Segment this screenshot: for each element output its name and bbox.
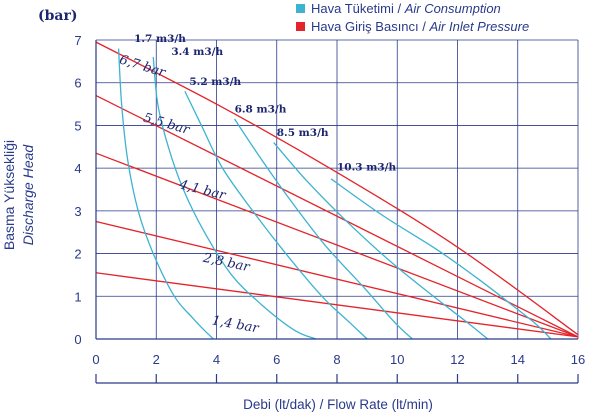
air-consumption-label-4: 8.5 m3/h — [277, 127, 329, 139]
y-tick-label: 1 — [74, 289, 81, 304]
air-inlet-pressure-label-0: 1,4 bar — [211, 313, 261, 336]
y-tick-label: 7 — [74, 33, 81, 48]
air-consumption-line-3 — [234, 118, 413, 340]
svg-text:Hava Giriş Basıncı / Air Inlet: Hava Giriş Basıncı / Air Inlet Pressure — [311, 19, 529, 34]
air-consumption-line-0 — [117, 48, 214, 340]
air-inlet-pressure-line-1 — [95, 220, 579, 338]
air-inlet-pressure-label-4: 6,7 bar — [118, 52, 168, 80]
air-inlet-pressure-line-4 — [95, 41, 579, 336]
y-tick-label: 5 — [74, 118, 81, 133]
legend-swatch-air-consumption — [296, 4, 305, 13]
air-inlet-pressure-line-0 — [95, 272, 579, 338]
legend-swatch-air-inlet-pressure — [296, 22, 305, 31]
air-inlet-pressure-line-3 — [95, 94, 579, 338]
y-unit: (bar) — [38, 8, 77, 24]
y-tick-label: 4 — [74, 161, 81, 176]
legend-air-consumption-en: Air Consumption — [404, 1, 501, 16]
svg-text:Hava Tüketimi / Air Consumptio: Hava Tüketimi / Air Consumption — [311, 1, 501, 16]
x-tick-label: 4 — [213, 352, 220, 367]
y-tick-label: 0 — [74, 332, 81, 347]
air-inlet-pressure-label-1: 2,8 bar — [201, 251, 252, 276]
air-consumption-lines — [117, 48, 552, 340]
air-consumption-line-2 — [184, 90, 368, 340]
air-consumption-label-1: 3.4 m3/h — [171, 46, 223, 58]
y-axis-label-line2: Discharge Head — [20, 144, 36, 246]
x-tick-label: 2 — [153, 352, 160, 367]
x-axis-label: Debi (lt/dak) / Flow Rate (lt/min) — [243, 397, 433, 412]
air-consumption-label-5: 10.3 m3/h — [337, 161, 396, 173]
x-tick-label: 8 — [333, 352, 340, 367]
air-inlet-pressure-lines — [95, 41, 579, 338]
legend: Hava Tüketimi / Air Consumption Hava Gir… — [296, 1, 529, 34]
legend-air-inlet-pressure-en: Air Inlet Pressure — [429, 19, 530, 34]
x-tick-label: 10 — [390, 352, 404, 367]
legend-air-inlet-pressure-tr: Hava Giriş Basıncı — [311, 19, 419, 34]
y-axis-label-line1: Basma Yüksekliği — [1, 140, 17, 250]
x-tick-label: 6 — [273, 352, 280, 367]
y-tick-label: 2 — [74, 247, 81, 262]
air-consumption-label-3: 6.8 m3/h — [235, 104, 287, 116]
legend-air-consumption-tr: Hava Tüketimi — [311, 1, 394, 16]
air-consumption-label-0: 1.7 m3/h — [134, 33, 186, 45]
x-tick-label: 12 — [450, 352, 464, 367]
y-tick-label: 6 — [74, 76, 81, 91]
series-labels: 1.7 m3/h3.4 m3/h 5.2 m3/h 6.8 m3/h 8.5 m3/h… — [118, 33, 397, 336]
air-consumption-line-1 — [152, 57, 317, 340]
air-consumption-line-4 — [273, 142, 489, 340]
air-consumption-line-5 — [330, 178, 552, 340]
y-tick-label: 3 — [74, 204, 81, 219]
air-consumption-label-2: 5.2 m3/h — [189, 76, 241, 88]
air-inlet-pressure-line-2 — [95, 152, 579, 338]
x-tick-label: 16 — [571, 352, 585, 367]
x-tick-label: 0 — [92, 352, 99, 367]
air-inlet-pressure-label-2: 4,1 bar — [177, 177, 228, 203]
air-inlet-pressure-label-3: 5,5 bar — [142, 111, 192, 139]
grid — [96, 39, 579, 339]
x-tick-label: 14 — [511, 352, 525, 367]
